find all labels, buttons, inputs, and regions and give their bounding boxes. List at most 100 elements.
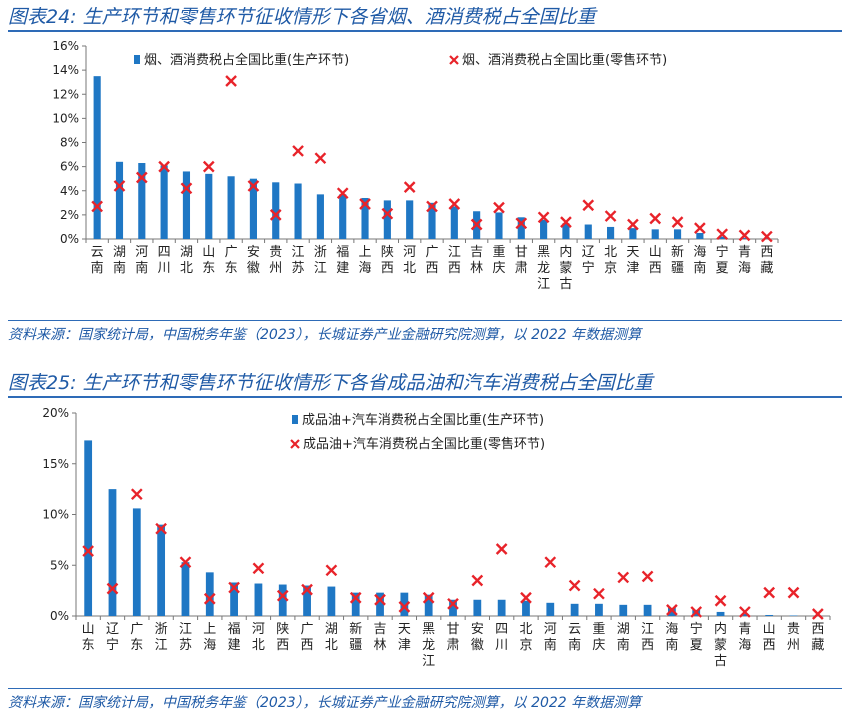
x-tick-label: 江西 (448, 245, 461, 276)
x-tick-label: 内蒙古 (559, 244, 572, 292)
x-tick-label: 山东 (202, 245, 215, 276)
legend-label-production: 成品油+汽车消费税占全国比重(生产环节) (302, 412, 544, 428)
y-tick-label: 0% (50, 609, 69, 623)
bar (540, 219, 548, 239)
marker-stroke (403, 181, 416, 193)
marker-stroke (252, 562, 265, 575)
retail-marker (604, 210, 617, 222)
x-tick-label: 湖南 (617, 622, 630, 653)
retail-marker (247, 180, 260, 192)
bar (740, 613, 749, 616)
retail-marker (649, 212, 662, 225)
x-tick-label: 甘肃 (446, 622, 459, 653)
bar (205, 173, 213, 239)
marker-stroke (113, 180, 126, 192)
legend-marker-swatch (449, 55, 459, 65)
marker-stroke (225, 75, 237, 87)
retail-marker (359, 198, 371, 210)
bar (696, 232, 704, 239)
retail-marker (568, 579, 581, 592)
x-tick-label: 江西 (641, 622, 654, 653)
bar (406, 200, 414, 239)
marker-stroke (203, 592, 216, 605)
retail-marker (374, 593, 386, 606)
x-tick-label: 山东 (82, 622, 95, 653)
x-tick-label: 西藏 (760, 245, 773, 276)
marker-stroke (269, 209, 282, 221)
bar (495, 212, 503, 239)
marker-stroke (398, 601, 411, 613)
marker-stroke (520, 591, 532, 604)
bar (562, 223, 570, 239)
bar (718, 236, 726, 239)
marker-stroke (135, 171, 148, 184)
marker-stroke (449, 55, 459, 65)
marker-stroke (690, 606, 703, 618)
x-tick-label: 云南 (568, 622, 581, 653)
retail-marker (252, 562, 265, 575)
bar (813, 615, 822, 616)
x-tick-label: 陕西 (381, 245, 394, 276)
retail-marker (493, 201, 505, 214)
retail-marker (671, 216, 684, 228)
retail-marker (314, 152, 327, 165)
marker-stroke (760, 230, 773, 243)
bar (138, 163, 146, 239)
marker-stroke (447, 597, 459, 610)
x-tick-label: 新疆 (671, 244, 684, 276)
retail-marker (179, 556, 192, 569)
x-tick-label: 黑龙江 (422, 622, 435, 669)
bar (629, 228, 637, 239)
retail-marker (158, 160, 170, 173)
marker-stroke (336, 187, 349, 200)
x-tick-label: 北京 (519, 622, 532, 653)
marker-stroke (604, 210, 617, 222)
x-tick-label: 上海 (203, 622, 216, 653)
retail-marker (202, 160, 215, 173)
retail-marker (448, 198, 461, 210)
marker-stroke (106, 582, 119, 595)
y-tick-label: 15% (42, 457, 69, 471)
retail-marker (739, 606, 751, 618)
marker-stroke (359, 198, 371, 210)
x-tick-label: 西藏 (811, 622, 824, 653)
marker-stroke (130, 488, 143, 501)
chart1-title: 图表24: 生产环节和零售环节征收情形下各省烟、酒消费税占全国比重 (8, 6, 596, 28)
chart1-source: 资料来源：国家统计局，中国税务年鉴（2023），长城证券产业金融研究院测算，以 … (8, 327, 642, 343)
marker-stroke (158, 160, 170, 173)
retail-marker (426, 200, 438, 213)
y-tick-label: 5% (50, 558, 69, 572)
x-tick-label: 福建 (228, 622, 241, 653)
marker-stroke (155, 522, 167, 535)
marker-stroke (739, 606, 751, 618)
legend-marker-swatch (290, 439, 300, 449)
bar (450, 206, 458, 239)
retail-marker (495, 543, 508, 555)
chart1-source-rule (8, 320, 842, 321)
x-tick-label: 海南 (665, 622, 678, 653)
bar (181, 562, 190, 616)
x-tick-label: 江苏 (292, 245, 305, 276)
marker-stroke (314, 152, 327, 165)
x-tick-label: 甘肃 (515, 245, 528, 276)
x-tick-label: 河南 (135, 245, 148, 276)
bar (205, 572, 214, 616)
bar (93, 76, 101, 239)
x-tick-label: 河南 (544, 622, 557, 653)
retail-marker (225, 75, 237, 87)
retail-marker (180, 182, 193, 195)
retail-marker (447, 597, 459, 610)
retail-marker (203, 592, 216, 605)
retail-marker (269, 209, 282, 221)
retail-marker (641, 570, 654, 583)
bar (522, 600, 530, 616)
marker-stroke (180, 182, 193, 195)
bar (763, 238, 771, 239)
bar (517, 217, 525, 239)
marker-stroke (568, 579, 581, 592)
retail-marker (471, 574, 484, 587)
bar (115, 161, 124, 239)
retail-marker (520, 591, 532, 604)
marker-stroke (763, 586, 776, 599)
chart2-title: 图表25: 生产环节和零售环节征收情形下各省成品油和汽车消费税占全国比重 (8, 372, 653, 394)
